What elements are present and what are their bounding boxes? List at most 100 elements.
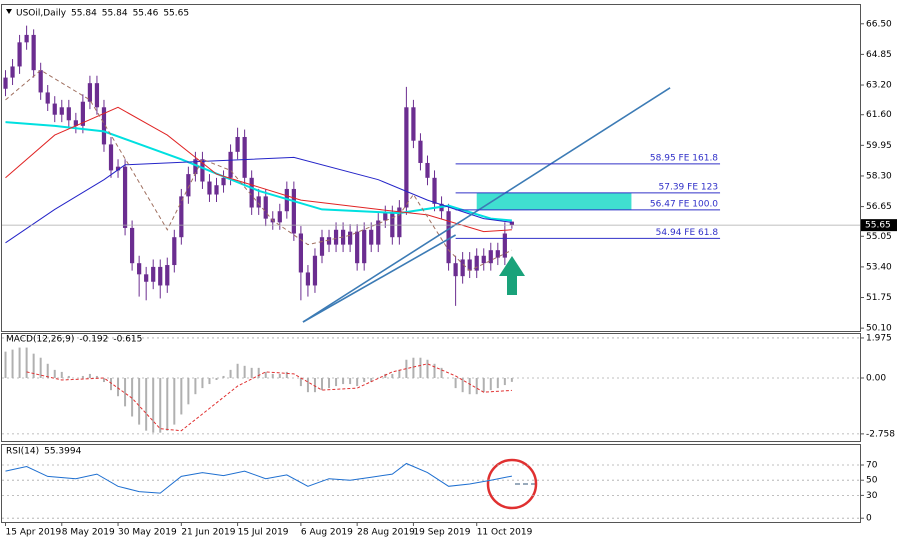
y-tick-label: 1.975	[866, 333, 892, 343]
y-tick-label: 51.75	[866, 293, 892, 303]
header-value: 55.84	[102, 9, 128, 19]
candle-body	[24, 34, 29, 43]
candle-body	[73, 120, 78, 126]
candle-body	[228, 151, 233, 178]
candle-body	[10, 66, 15, 78]
candle-body	[59, 107, 64, 115]
candle-body	[355, 231, 360, 264]
candle-body	[242, 136, 247, 178]
header-value: -0.192	[79, 335, 108, 345]
header-value: 55.84	[71, 9, 97, 19]
y-tick-label: 58.30	[866, 171, 892, 181]
x-tick-label: 30 May 2019	[118, 528, 177, 538]
candle-body	[404, 107, 409, 208]
rsi-line	[5, 462, 512, 494]
candle-body	[333, 229, 339, 245]
panel-frames	[1, 4, 861, 523]
header-value: 55.65	[163, 9, 189, 19]
x-tick-label: 6 Aug 2019	[301, 528, 353, 538]
candle-body	[165, 265, 170, 286]
panel-title: MACD(12,26,9)	[6, 335, 74, 345]
candle-body	[38, 70, 43, 93]
fibo-zone	[476, 192, 632, 210]
arrow-shaft	[507, 276, 517, 295]
candle-body	[319, 237, 325, 256]
y-tick-label: 53.40	[866, 262, 892, 272]
y-tick-label: 30	[866, 491, 878, 501]
last-price-box	[861, 219, 897, 232]
candle-body	[383, 213, 388, 221]
x-tick-label: 19 Sep 2019	[413, 528, 470, 538]
candle-body	[186, 174, 191, 197]
candle-body	[235, 136, 240, 152]
candle-body	[207, 181, 212, 195]
signal-arrow	[499, 256, 525, 295]
price-frame	[1, 4, 861, 332]
signal-line	[26, 363, 512, 432]
candle-body	[305, 272, 311, 286]
candle-body	[495, 250, 500, 258]
candle-body	[108, 144, 114, 171]
candle-body	[432, 177, 437, 204]
candle-body	[460, 259, 465, 277]
candle-body	[31, 34, 36, 71]
candle-body	[115, 166, 121, 171]
y-tick-label: 55.05	[866, 232, 892, 242]
candle-body	[474, 255, 479, 271]
y-tick-label: 50.10	[866, 324, 892, 334]
moving-average	[5, 69, 513, 272]
candle-body	[481, 255, 486, 264]
header-value: 55.46	[133, 9, 159, 19]
last-price-label: 55.65	[865, 221, 891, 231]
menu-arrow[interactable]	[6, 9, 12, 14]
candle-body	[17, 42, 22, 67]
candle-body	[80, 101, 85, 126]
y-tick-label: 0	[866, 514, 872, 524]
moving-average	[5, 121, 512, 222]
macd-frame	[1, 333, 861, 442]
y-tick-label: 66.50	[866, 19, 892, 29]
candle-body	[137, 263, 142, 275]
y-tick-label: 64.85	[866, 50, 892, 60]
candle-body	[502, 233, 507, 258]
candle-body	[418, 140, 423, 163]
y-tick-label: 70	[866, 461, 878, 471]
fibo-label: 56.47 FE 100.0	[650, 199, 718, 209]
candle-body	[467, 259, 472, 271]
header-value: 55.3994	[44, 447, 81, 457]
candle-body	[369, 229, 374, 245]
fibo-label: 54.94 FE 61.8	[656, 228, 719, 238]
moving-average	[5, 106, 512, 233]
candle-body	[200, 159, 205, 182]
trend-line	[302, 87, 671, 323]
highlight-circle	[486, 458, 538, 510]
panel-title: RSI(14)	[6, 447, 39, 457]
moving-average	[5, 156, 512, 244]
candle-body	[446, 211, 451, 264]
candle-body	[122, 166, 128, 228]
candle-body	[312, 255, 318, 286]
y-tick-label: 56.65	[866, 202, 892, 212]
candle-body	[45, 92, 50, 104]
arrow-head	[499, 256, 525, 276]
candle-body	[256, 196, 261, 208]
candle-body	[158, 266, 163, 286]
x-tick-label: 8 May 2019	[62, 528, 115, 538]
trend-line	[302, 234, 456, 323]
candle-body	[425, 162, 430, 178]
x-tick-label: 11 Oct 2019	[477, 528, 533, 538]
candle-body	[488, 250, 493, 264]
candle-body	[348, 231, 353, 245]
candle-body	[509, 221, 514, 226]
candle-body	[411, 107, 416, 141]
candle-body	[94, 83, 100, 108]
candle-body	[298, 233, 304, 273]
x-tick-label: 28 Aug 2019	[357, 528, 415, 538]
candle-body	[3, 77, 8, 89]
candle-body	[362, 229, 367, 264]
candle-body	[376, 220, 381, 245]
y-tick-label: 63.20	[866, 81, 892, 91]
x-tick-label: 15 Apr 2019	[6, 528, 62, 538]
